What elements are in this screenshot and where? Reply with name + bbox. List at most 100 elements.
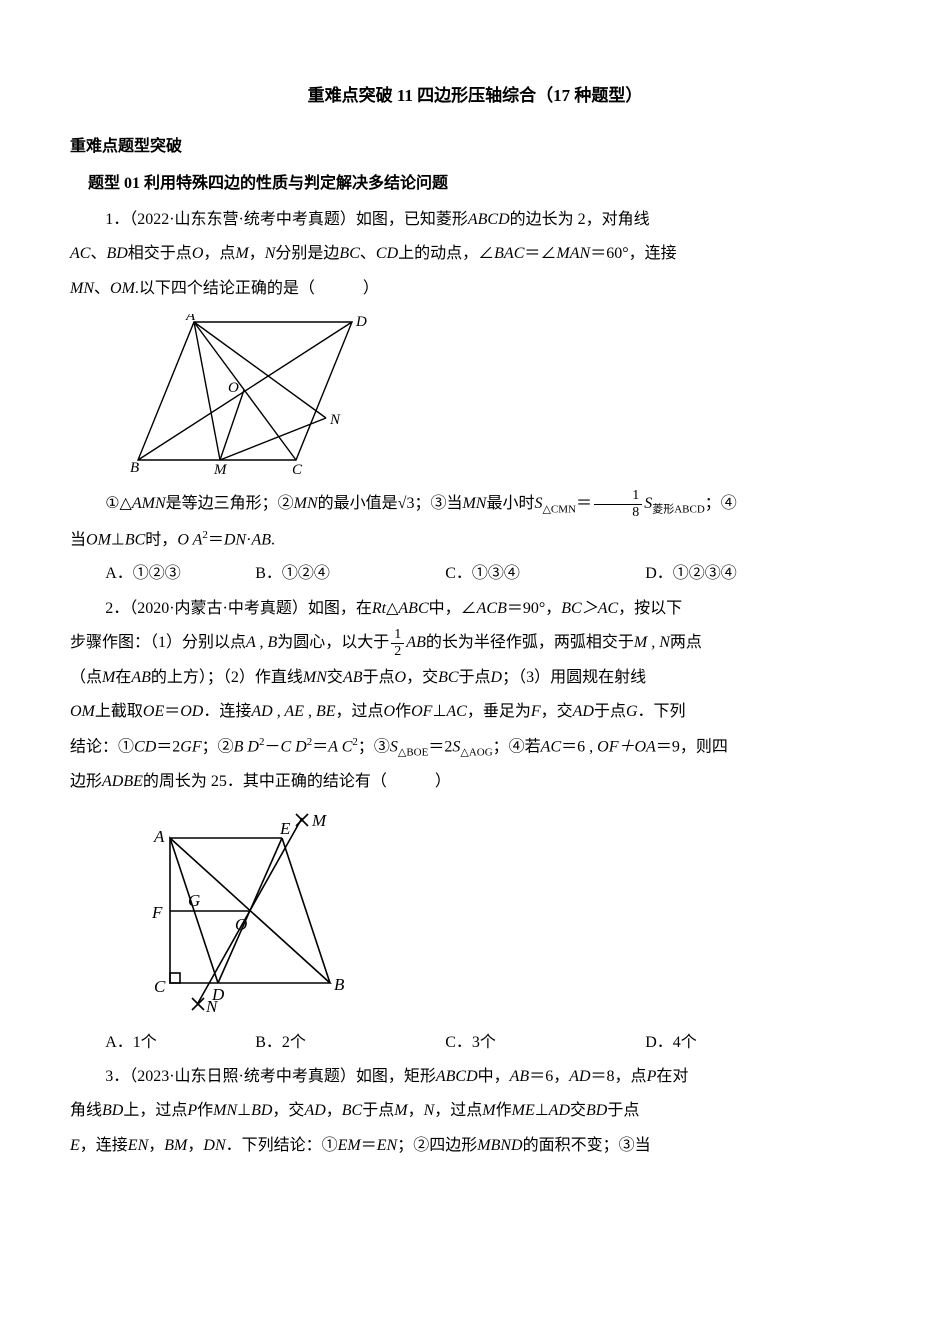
var: C D bbox=[280, 738, 306, 755]
text: 是等边三角形；② bbox=[166, 495, 294, 512]
text: ；④ bbox=[705, 495, 737, 512]
var: AB bbox=[343, 669, 363, 686]
var: M bbox=[102, 669, 115, 686]
option-a: A．1个 bbox=[70, 1028, 220, 1058]
var: ME bbox=[512, 1102, 535, 1119]
sym: ＝ bbox=[524, 245, 540, 262]
var: AE bbox=[284, 703, 304, 720]
var: MN bbox=[462, 495, 486, 512]
var: AD bbox=[573, 703, 594, 720]
text: ＝90°， bbox=[507, 600, 561, 617]
text: 作 bbox=[197, 1102, 213, 1119]
text: ．下列 bbox=[638, 703, 686, 720]
sym: ＝2 bbox=[156, 738, 180, 755]
text: 作 bbox=[395, 703, 411, 720]
var: AC bbox=[541, 738, 561, 755]
q1-stmts: ①△AMN是等边三角形；②MN的最小值是√3；③当MN最小时S△CMN＝18S菱… bbox=[70, 489, 880, 520]
var: BM bbox=[164, 1137, 187, 1154]
num: 1 bbox=[594, 489, 642, 505]
text: ， bbox=[408, 1102, 424, 1119]
option-b: B．①②④ bbox=[220, 559, 410, 589]
var: AB bbox=[510, 1068, 530, 1085]
var: OF bbox=[411, 703, 432, 720]
var: G bbox=[626, 703, 638, 720]
var: BC bbox=[438, 669, 458, 686]
text: , bbox=[273, 703, 285, 720]
var: MN bbox=[213, 1102, 237, 1119]
sym: S bbox=[644, 495, 652, 512]
var: AB bbox=[131, 669, 151, 686]
label-m: M bbox=[213, 462, 228, 478]
text: 作 bbox=[496, 1102, 512, 1119]
var: MBND bbox=[477, 1137, 522, 1154]
num: 1 bbox=[391, 628, 404, 644]
var: CD bbox=[134, 738, 156, 755]
text: 相交于点 bbox=[128, 245, 192, 262]
q1-para2: AC、BD相交于点O，点M，N分别是边BC、CD上的动点，∠BAC＝∠MAN＝6… bbox=[70, 239, 880, 269]
var: AMN bbox=[132, 495, 166, 512]
text: 于点 bbox=[362, 1102, 394, 1119]
label-n: N bbox=[329, 412, 341, 428]
label-f: F bbox=[151, 903, 163, 922]
text: 2．（2020·内蒙古·中考真题）如图，在 bbox=[105, 600, 372, 617]
var: M bbox=[394, 1102, 407, 1119]
label-a: A bbox=[185, 314, 196, 324]
text: ＝60° bbox=[590, 245, 628, 262]
text: ，过点 bbox=[336, 703, 384, 720]
text: 最小时 bbox=[486, 495, 534, 512]
text: ＝6， bbox=[529, 1068, 569, 1085]
text: 角线 bbox=[70, 1102, 102, 1119]
text: .以下四个结论正确的是（ ） bbox=[135, 280, 379, 297]
label-b: B bbox=[130, 460, 139, 476]
sym: ⊥ bbox=[111, 531, 125, 548]
var: O bbox=[384, 703, 396, 720]
var: B D bbox=[234, 738, 259, 755]
label-n: N bbox=[205, 997, 219, 1016]
sym: ∠ bbox=[540, 245, 556, 262]
q1-options: A．①②③ B．①②④ C．①③④ D．①②③④ bbox=[70, 559, 880, 589]
text: 分别是边 bbox=[275, 245, 339, 262]
text: 上的动点， bbox=[398, 245, 478, 262]
q2-para3: （点M在AB的上方）；（2）作直线MN交AB于点O，交BC于点D；（3）用圆规在… bbox=[70, 663, 880, 693]
q2-options: A．1个 B．2个 C．3个 D．4个 bbox=[70, 1028, 880, 1058]
option-c: C．①③④ bbox=[410, 559, 610, 589]
sym: ＝ bbox=[576, 495, 592, 512]
text: ；③ bbox=[358, 738, 390, 755]
var: O A bbox=[177, 531, 202, 548]
text: 的边长为 2，对角线 bbox=[510, 211, 650, 228]
sym: ⊥ bbox=[535, 1102, 549, 1119]
var: E bbox=[70, 1137, 80, 1154]
text: 两点 bbox=[670, 634, 702, 651]
q3-para2: 角线BD上，过点P作MN⊥BD，交AD，BC于点M，N，过点M作ME⊥AD交BD… bbox=[70, 1096, 880, 1126]
var: ABCD bbox=[468, 211, 510, 228]
var: ABC bbox=[398, 600, 428, 617]
q1-figure: A D B C O M N bbox=[130, 314, 880, 479]
text: 交 bbox=[327, 669, 343, 686]
q2-figure: A B C O D E F G M N bbox=[130, 808, 880, 1018]
text: 为圆心，以大于 bbox=[277, 634, 389, 651]
var: BC bbox=[339, 245, 359, 262]
var: P bbox=[647, 1068, 657, 1085]
sub: △BOE bbox=[398, 746, 428, 758]
text: 于点 bbox=[362, 669, 394, 686]
var: AB bbox=[406, 634, 426, 651]
text: ＝6 , bbox=[561, 738, 597, 755]
var: OE bbox=[143, 703, 164, 720]
text: ；②四边形 bbox=[397, 1137, 477, 1154]
var: CD bbox=[376, 245, 398, 262]
var: OM bbox=[86, 531, 111, 548]
sym: ＝2 bbox=[428, 738, 452, 755]
text: 当 bbox=[70, 531, 86, 548]
sym: S bbox=[390, 738, 398, 755]
q1-stmt4: 当OM⊥BC时，O A2＝DN·AB. bbox=[70, 525, 880, 556]
var: M bbox=[634, 634, 647, 651]
var: OM bbox=[110, 280, 135, 297]
text: ＝8，点 bbox=[591, 1068, 647, 1085]
den: 2 bbox=[391, 644, 404, 659]
var: AC bbox=[446, 703, 466, 720]
var: AB bbox=[251, 531, 271, 548]
text: ，垂足为 bbox=[467, 703, 531, 720]
sym: ∠ bbox=[478, 245, 494, 262]
text: ，交 bbox=[272, 1102, 304, 1119]
var: ACB bbox=[477, 600, 507, 617]
